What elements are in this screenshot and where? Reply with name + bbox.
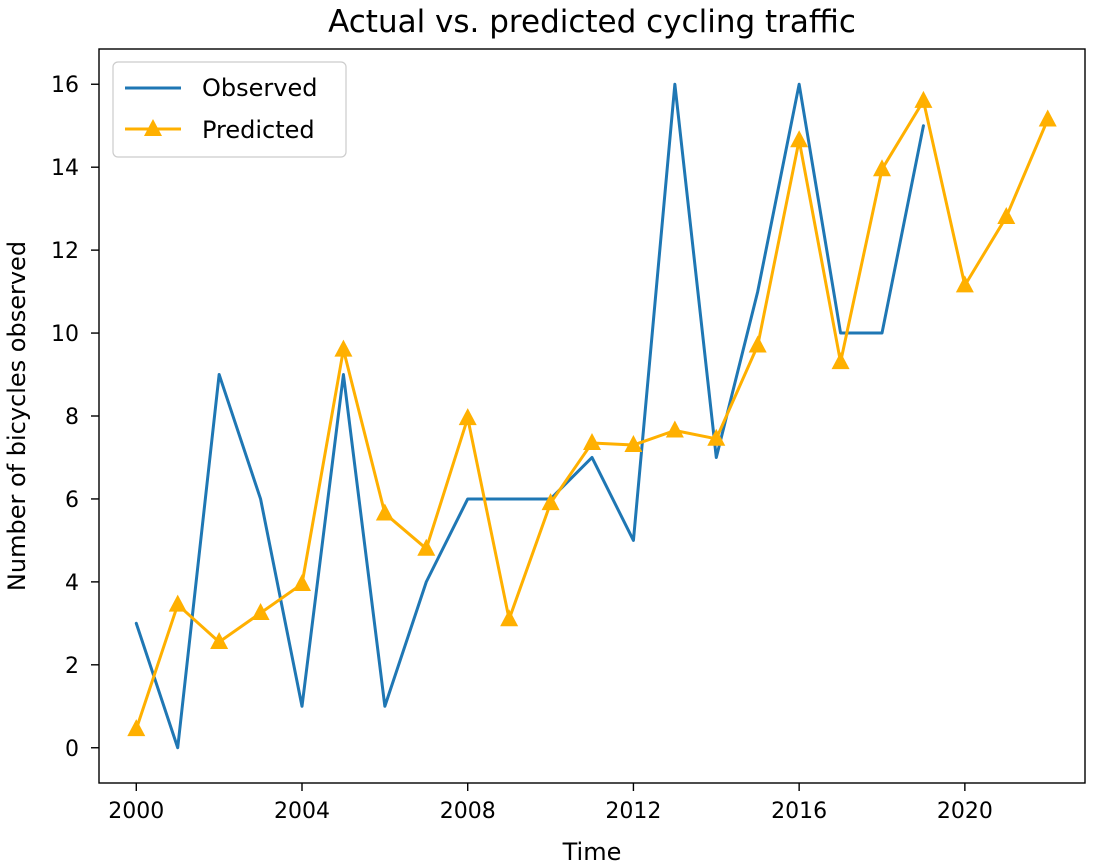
legend: Observed Predicted xyxy=(112,61,347,158)
data-point-predicted xyxy=(293,573,311,591)
data-point-predicted xyxy=(624,435,643,453)
y-axis-label: Number of bicycles observed xyxy=(3,241,31,591)
data-point-predicted xyxy=(748,335,767,353)
data-point-predicted xyxy=(210,632,229,650)
data-point-predicted xyxy=(955,275,974,293)
data-point-predicted xyxy=(168,594,187,612)
y-tick-label: 12 xyxy=(51,239,79,264)
x-tick-label: 2016 xyxy=(771,799,827,824)
data-point-predicted xyxy=(665,420,684,438)
data-point-predicted xyxy=(873,159,891,177)
data-point-predicted xyxy=(831,352,850,370)
y-tick-label: 2 xyxy=(65,654,79,679)
data-point-predicted xyxy=(375,503,394,521)
data-point-predicted xyxy=(127,719,146,737)
y-tick-label: 16 xyxy=(51,73,79,98)
data-point-predicted xyxy=(417,538,436,556)
series-line-observed xyxy=(134,82,925,750)
data-point-predicted xyxy=(1038,109,1057,127)
chart-title: Actual vs. predicted cycling traffic xyxy=(328,4,856,40)
y-tick-label: 10 xyxy=(51,322,79,347)
data-point-predicted xyxy=(997,206,1016,224)
y-tick-label: 0 xyxy=(65,737,79,762)
y-tick-label: 4 xyxy=(65,571,79,596)
y-tick-label: 6 xyxy=(65,488,79,513)
data-point-predicted xyxy=(707,428,726,446)
x-axis-label: Time xyxy=(562,838,622,866)
data-point-predicted xyxy=(458,408,477,426)
data-point-predicted xyxy=(790,130,809,148)
legend-label-observed: Observed xyxy=(202,74,317,102)
legend-box xyxy=(112,61,347,158)
data-point-predicted xyxy=(541,493,560,511)
legend-label-predicted: Predicted xyxy=(202,116,315,144)
series-layer xyxy=(127,82,1057,750)
x-axis: 2000 2004 2008 2012 2016 2020 xyxy=(108,783,993,824)
data-point-predicted xyxy=(251,602,270,620)
x-tick-label: 2000 xyxy=(108,799,164,824)
legend-marker-predicted xyxy=(144,119,162,136)
x-tick-label: 2020 xyxy=(937,799,993,824)
data-point-predicted xyxy=(500,609,519,627)
data-point-predicted xyxy=(334,339,353,357)
y-tick-label: 8 xyxy=(65,405,79,430)
x-tick-label: 2008 xyxy=(440,799,496,824)
data-point-predicted xyxy=(583,432,601,450)
x-tick-label: 2004 xyxy=(274,799,330,824)
y-axis: 0 2 4 6 8 10 12 14 16 xyxy=(51,73,99,762)
data-point-predicted xyxy=(914,90,933,108)
x-tick-label: 2012 xyxy=(605,799,661,824)
y-tick-label: 14 xyxy=(51,156,79,181)
